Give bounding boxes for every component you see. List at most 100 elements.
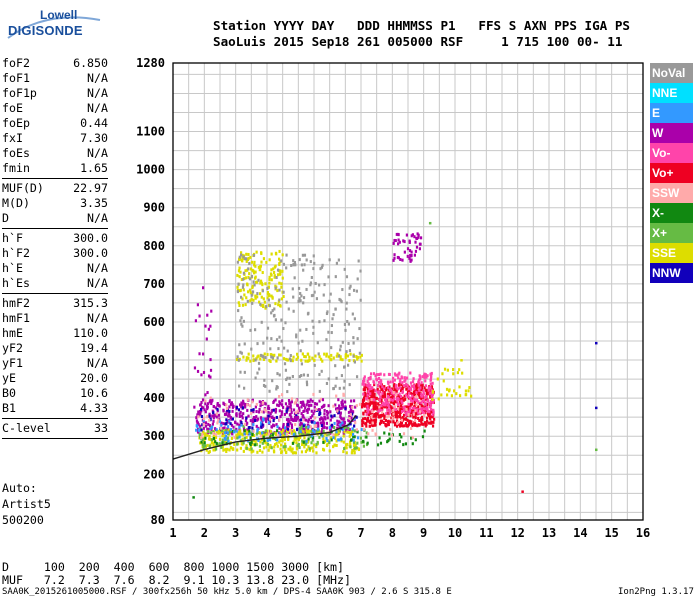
param-row: B0 10.6 (2, 386, 108, 401)
data-point (266, 439, 269, 443)
data-point (297, 299, 300, 303)
data-point (334, 436, 337, 440)
param-name: foEp (2, 116, 30, 130)
data-point (274, 286, 277, 290)
data-point (208, 418, 211, 422)
data-point (379, 395, 382, 399)
data-point (238, 403, 242, 407)
param-name: h`F (2, 231, 23, 245)
data-point (262, 257, 266, 261)
data-point (224, 438, 227, 442)
data-point (377, 402, 380, 406)
data-point (386, 406, 389, 410)
data-point (333, 421, 336, 425)
data-point (428, 410, 431, 414)
data-point (295, 335, 298, 339)
data-point (311, 438, 314, 442)
data-point (366, 393, 369, 397)
data-point (256, 292, 259, 296)
data-point (329, 431, 332, 435)
data-point (276, 356, 279, 360)
data-point (431, 390, 434, 394)
data-point (210, 402, 213, 406)
data-point (346, 354, 349, 358)
data-point (211, 422, 215, 426)
data-point (406, 409, 409, 413)
auto-artist: Artist5 (2, 497, 51, 511)
data-point (306, 373, 309, 377)
data-point (414, 249, 418, 253)
data-point (374, 389, 377, 393)
y-tick-label: 1000 (136, 163, 165, 177)
data-point (306, 352, 309, 356)
data-point (284, 450, 288, 454)
data-point (366, 379, 369, 383)
data-point (210, 438, 214, 442)
param-row: h`F 300.0 (2, 231, 108, 246)
data-point (209, 427, 212, 431)
data-point (243, 293, 246, 297)
data-point (388, 388, 392, 392)
data-point (299, 349, 302, 353)
data-point (338, 425, 341, 429)
data-point (296, 444, 299, 448)
data-point (278, 432, 281, 436)
data-point (393, 387, 396, 391)
data-point (289, 448, 292, 452)
y-tick-label: 800 (143, 239, 165, 253)
data-point (303, 404, 306, 408)
data-point (352, 444, 356, 448)
data-point (299, 426, 303, 430)
data-point (387, 402, 390, 406)
data-point (326, 416, 329, 420)
data-point (322, 440, 325, 444)
data-point (362, 379, 365, 383)
data-point (245, 446, 248, 450)
data-point (393, 378, 397, 382)
data-point (259, 416, 263, 420)
param-name: hmF1 (2, 311, 30, 325)
data-point (391, 398, 394, 402)
data-point (367, 399, 370, 403)
data-point (226, 420, 229, 424)
data-point (327, 404, 330, 408)
data-point (373, 413, 376, 417)
data-point (200, 373, 203, 377)
data-point (407, 413, 410, 417)
data-point (299, 430, 302, 434)
data-point (408, 249, 412, 253)
data-point (367, 410, 370, 414)
data-point (330, 436, 333, 440)
y-tick-label: 1100 (136, 125, 165, 139)
data-point (212, 411, 215, 415)
data-point (271, 415, 274, 419)
data-point (245, 356, 248, 360)
data-point (276, 372, 279, 376)
data-point (398, 415, 402, 419)
data-point (258, 367, 261, 371)
data-point (397, 233, 400, 237)
data-point (521, 490, 524, 493)
data-point (290, 418, 293, 422)
data-point (214, 406, 217, 410)
data-point (372, 394, 375, 398)
data-point (381, 388, 385, 392)
data-point (257, 278, 260, 282)
data-point (344, 356, 347, 360)
data-point (197, 430, 200, 434)
data-point (378, 414, 381, 418)
digisonde-logo: Lowell DIGISONDE (6, 8, 102, 44)
data-point (418, 391, 421, 395)
data-point (328, 426, 332, 430)
data-point (339, 414, 342, 418)
data-point (274, 409, 278, 413)
data-point (352, 433, 355, 437)
data-point (370, 398, 373, 402)
data-point (299, 423, 302, 427)
data-point (400, 383, 403, 387)
data-point (392, 420, 395, 424)
data-point (288, 382, 291, 386)
data-point (374, 423, 377, 427)
data-point (228, 430, 232, 434)
data-point (212, 448, 215, 452)
